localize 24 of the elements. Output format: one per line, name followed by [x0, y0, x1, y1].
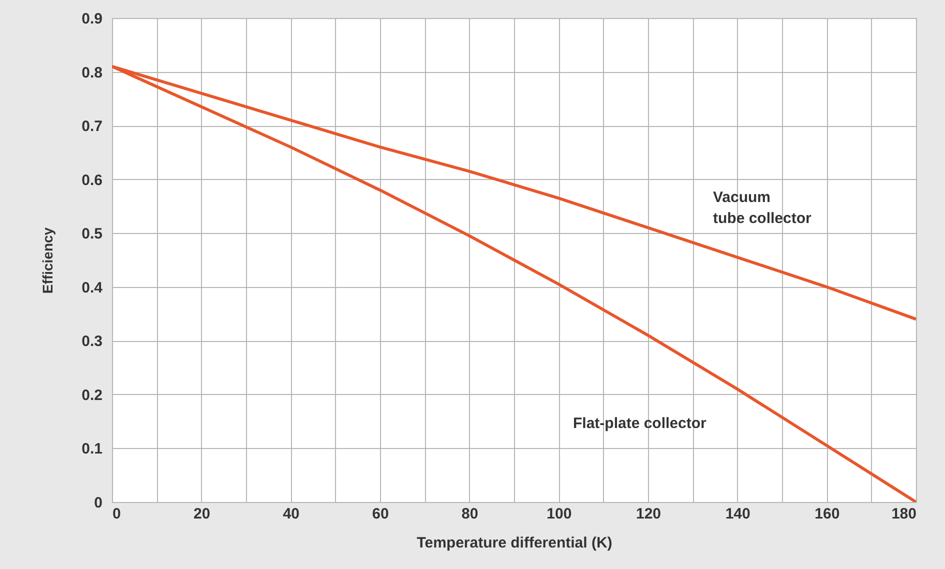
- y-tick-label: 0.3: [82, 333, 102, 350]
- x-tick-label: 40: [282, 506, 300, 522]
- x-tick-label: 60: [372, 506, 389, 522]
- y-tick-label: 0.1: [82, 440, 102, 458]
- x-tick-label: 80: [461, 506, 478, 522]
- x-tick-label: 100: [546, 506, 572, 522]
- y-tick-label: 0.6: [82, 172, 102, 189]
- y-tick-label: 0.8: [82, 64, 102, 82]
- y-tick-label: 0.9: [82, 10, 102, 28]
- y-tick-label: 0.7: [82, 118, 102, 136]
- x-tick-label: 160: [814, 506, 840, 522]
- x-tick-label: 140: [725, 506, 750, 522]
- y-tick-label: 0: [94, 494, 102, 512]
- x-tick-label: 20: [193, 506, 210, 522]
- y-tick-label: 0.2: [82, 386, 102, 404]
- annotation: Vacuum tube collector: [713, 189, 812, 227]
- annotation: Flat-plate collector: [573, 415, 707, 432]
- x-tick-label: 0: [112, 506, 121, 522]
- y-axis-title: Efficiency: [40, 227, 56, 294]
- x-tick-label: 120: [636, 506, 662, 522]
- y-tick-label: 0.5: [82, 226, 102, 243]
- x-tick-label: 180: [891, 506, 916, 522]
- y-tick-label: 0.4: [82, 279, 104, 296]
- x-axis-title: Temperature differential (K): [416, 534, 612, 552]
